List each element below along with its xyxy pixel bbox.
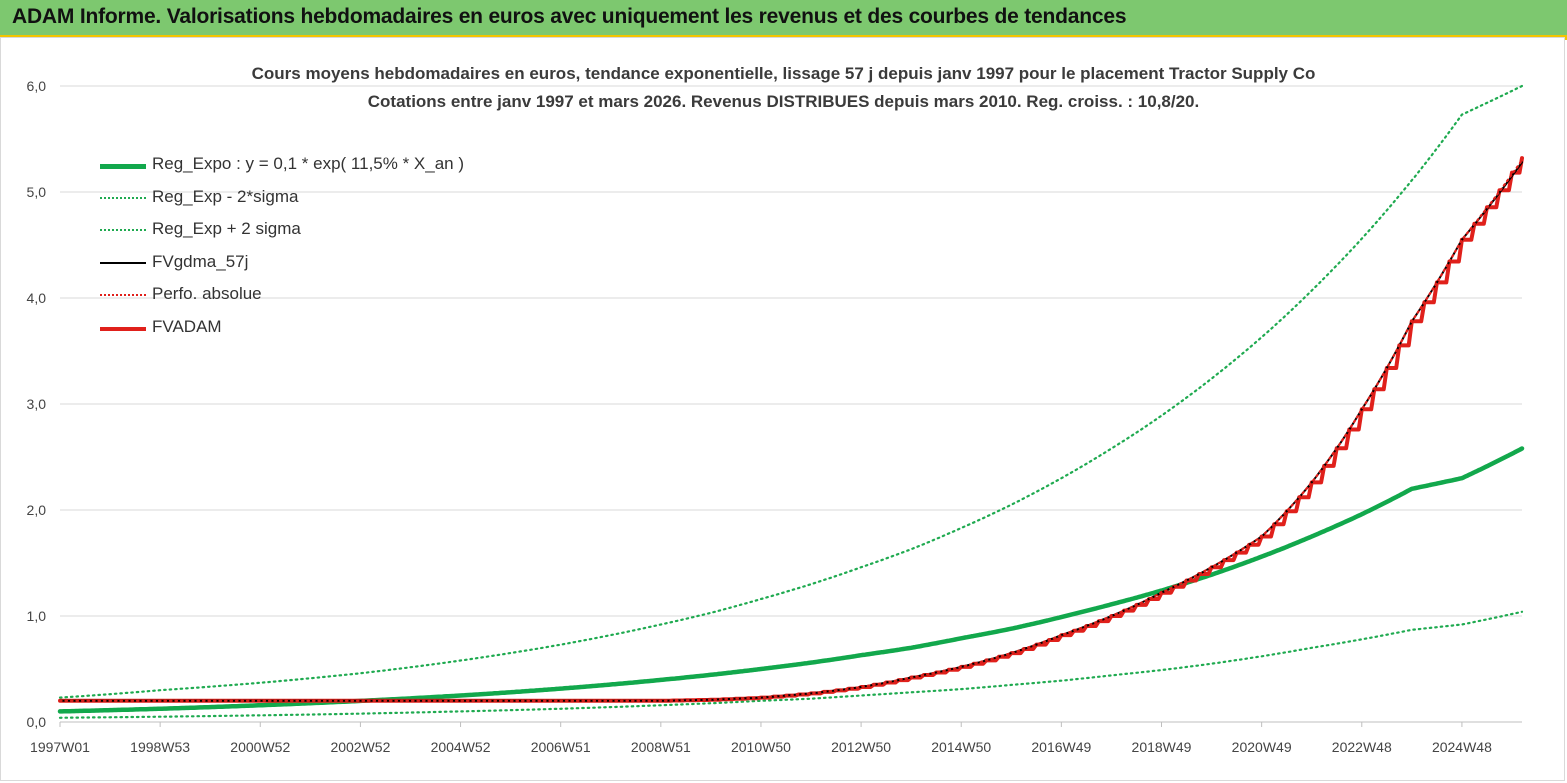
legend-swatch [100, 261, 146, 264]
legend-swatch [100, 229, 146, 232]
x-tick-label: 2008W51 [631, 739, 691, 755]
x-tick-label: 2002W52 [330, 739, 390, 755]
y-tick-label: 5,0 [27, 184, 47, 200]
y-tick-label: 3,0 [27, 396, 47, 412]
series-line [59, 161, 1523, 702]
x-tick-label: 2016W49 [1031, 739, 1091, 755]
x-tick-label: 2006W51 [531, 739, 591, 755]
legend-swatch [100, 164, 146, 169]
series-line [57, 446, 1525, 714]
series-line [58, 159, 1524, 702]
page-title: ADAM Informe. Valorisations hebdomadaire… [12, 5, 1127, 28]
x-tick-label: 2000W52 [230, 739, 290, 755]
legend-swatch [100, 196, 146, 199]
x-tick-label: 2024W48 [1432, 739, 1492, 755]
header-banner: ADAM Informe. Valorisations hebdomadaire… [0, 0, 1567, 37]
y-tick-label: 4,0 [27, 290, 47, 306]
x-tick-label: 1998W53 [130, 739, 190, 755]
chart-subtitle: Cotations entre janv 1997 et mars 2026. … [367, 92, 1200, 111]
x-axis-ticks: 1997W01 1998W53 2000W52 2002W52 2004W52 2006W… [30, 722, 1492, 755]
legend-label: Perfo. absolue [152, 284, 262, 304]
chart-title: Cours moyens hebdomadaires en euros, ten… [251, 64, 1316, 83]
series-layer [57, 84, 1525, 719]
series-line [58, 610, 1524, 719]
x-tick-label: 2018W49 [1132, 739, 1192, 755]
legend-label: FVADAM [152, 316, 222, 336]
x-tick-label: 1997W01 [30, 739, 90, 755]
series-line [58, 84, 1524, 699]
x-tick-label: 2004W52 [431, 739, 491, 755]
legend-label: FVgdma_57j [152, 251, 249, 271]
y-tick-label: 0,0 [27, 714, 47, 730]
grid-layer [60, 85, 1522, 723]
y-tick-label: 6,0 [27, 78, 47, 94]
legend-swatch [100, 326, 146, 331]
legend-label: Reg_Exp + 2 sigma [152, 219, 301, 239]
y-tick-label: 1,0 [27, 608, 47, 624]
series-line [58, 156, 1524, 703]
legend-label: Reg_Exp - 2*sigma [152, 186, 299, 206]
x-tick-label: 2010W50 [731, 739, 791, 755]
chart-frame [0, 37, 1565, 781]
x-tick-label: 2020W49 [1232, 739, 1292, 755]
y-axis-ticks: 0,0 1,0 2,0 3,0 4,0 5,0 6,0 [27, 78, 47, 730]
legend-label: Reg_Expo : y = 0,1 * exp( 11,5% * X_an ) [152, 154, 465, 173]
x-tick-label: 2014W50 [931, 739, 991, 755]
y-tick-label: 2,0 [27, 502, 47, 518]
x-tick-label: 2012W50 [831, 739, 891, 755]
x-tick-label: 2022W48 [1332, 739, 1392, 755]
legend-swatch [100, 294, 146, 297]
